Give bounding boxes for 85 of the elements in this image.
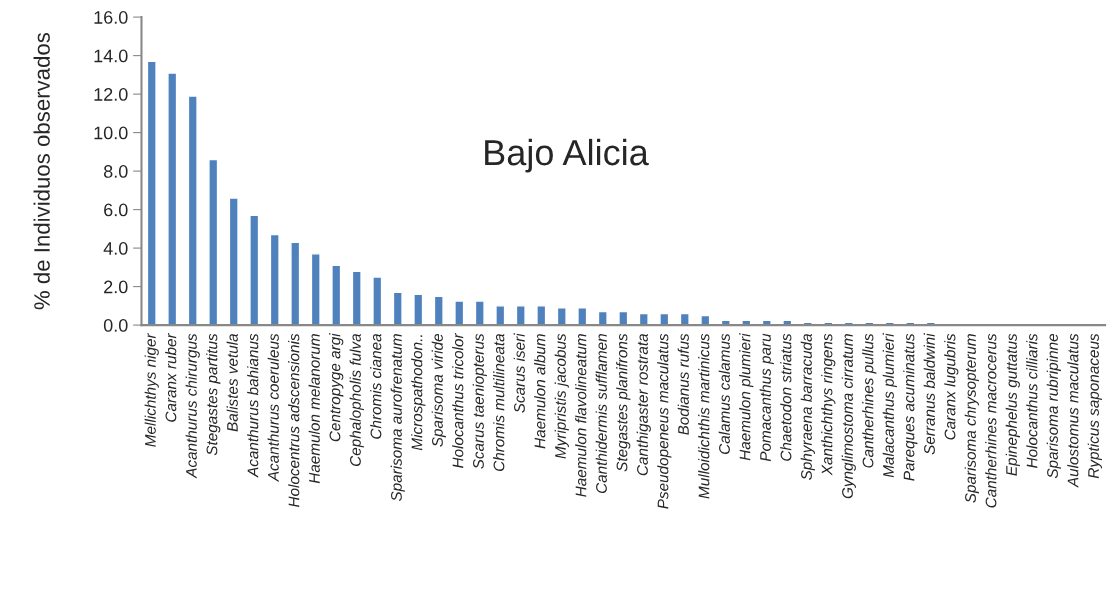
x-tick-label: Haemulon album: [534, 334, 546, 449]
bar: [536, 305, 547, 326]
x-tick-label: Caranx ruber: [165, 332, 177, 422]
bar: [249, 214, 260, 326]
x-tick-label: Xanthichthys ringens: [821, 333, 836, 476]
x-tick-label: Rypticus saponaceus: [1087, 333, 1102, 479]
x-tick-label: Myripristis jacobus: [554, 333, 569, 459]
x-tick-label: Malacanthus plumieri: [882, 333, 897, 478]
x-tick-label: Serranus baldwini: [923, 333, 935, 455]
x-tick-label: Cantherhines macrocerus: [985, 333, 997, 508]
x-tick-label: Holocentrus adscensionis: [288, 333, 300, 508]
x-tick-label: Haemulon flavolineatum: [575, 334, 587, 497]
bar: [638, 312, 649, 326]
x-tick-label: Stegastes partitus: [206, 333, 221, 456]
text: Bajo Alicia: [485, 138, 649, 173]
bar: [167, 72, 178, 326]
y-tick-label: 4.0: [103, 242, 128, 255]
x-tick-label: Cephalopholis fulva: [349, 333, 364, 466]
x-tick-label: Stegastes planifrons: [616, 333, 631, 472]
x-tick-label: Chromis multilineata: [493, 333, 505, 471]
x-tick-label: Epinephelus guttatus: [1005, 333, 1020, 476]
y-tick-label: 6.0: [104, 203, 128, 217]
x-tick-label: Haemulon plumieri: [739, 333, 754, 461]
x-tick-label: Balistes vetula: [226, 333, 238, 432]
x-tick-label: Chaetodon striatus: [780, 333, 792, 461]
y-tick-label: 10.0: [94, 126, 128, 140]
x-tick-label: Bodianus rufus: [677, 333, 689, 435]
x-tick-label: Canthigaster rostrata: [636, 333, 651, 476]
bar: [433, 295, 444, 326]
bar: [290, 241, 301, 326]
x-tick-label: Aulostomus maculatus: [1067, 333, 1079, 488]
x-tick-label: Scarus taeniopterus: [472, 333, 487, 469]
x-tick-label: Gynglimostoma cirratum: [841, 334, 856, 499]
bar: [413, 293, 424, 326]
bar: [392, 291, 403, 326]
x-tick-label: Canthidermis sufflamen: [595, 334, 607, 494]
bar: [187, 95, 198, 326]
bar: [597, 310, 608, 326]
x-tick-label: Chromis cianea: [370, 333, 382, 439]
bar: [679, 312, 690, 326]
x-tick-label: Calamus calamus: [718, 333, 730, 454]
x-tick-label: Sparisoma chrysopterum: [964, 334, 979, 503]
x-tick-label: Sparisoma rubripinne: [1046, 333, 1061, 479]
y-tick-label: 16.0: [94, 11, 128, 24]
x-tick-label: Acanthurus chirurgus: [185, 333, 200, 479]
x-tick-label: Centropyge argi: [329, 333, 344, 442]
x-tick-label: Holocanthus cilliaris: [1026, 333, 1038, 468]
bar: [310, 253, 321, 326]
x-tick-label: Holocanthus tricolor: [452, 332, 464, 468]
bar: [474, 300, 485, 326]
y-tick-label: 8.0: [103, 165, 128, 178]
bar: [146, 60, 157, 326]
bar: [556, 307, 567, 326]
y-tick-label: 2.0: [104, 280, 128, 294]
x-tick-label: Acanthurus coeruleus: [267, 333, 279, 482]
bar: [269, 233, 280, 326]
bar: [331, 264, 342, 326]
y-tick-label: 14.0: [94, 49, 128, 63]
y-tick-label: 0.0: [103, 319, 128, 332]
x-tick-label: Caranx lugubris: [944, 333, 959, 440]
bar: [515, 305, 526, 326]
bar: [618, 310, 629, 326]
x-tick-label: Sphyraena barracuda: [800, 333, 815, 480]
x-tick-label: Sparisoma viride: [431, 333, 446, 447]
x-tick-label: Acanthurus bahianus: [247, 333, 259, 478]
bar: [372, 276, 383, 326]
x-tick-label: Pseudopeneus maculatus: [657, 333, 672, 509]
bar: [577, 307, 588, 326]
x-tick-label: Haemulon melanorum: [308, 334, 320, 484]
bar: [228, 197, 239, 326]
bar: [659, 312, 670, 326]
x-tick-label: Scarus iseri: [513, 333, 525, 413]
bar: [351, 270, 362, 326]
x-tick-label: Mulloidichthis martinicus: [698, 333, 710, 499]
bar: [495, 305, 506, 326]
x-tick-label: Pomacanthus paru: [759, 333, 774, 462]
x-tick-label: Sparisoma aurofrenatum: [390, 334, 405, 502]
x-tick-label: Cantherhines pullus: [862, 333, 877, 468]
x-tick-label: Mellichthys niger: [144, 332, 159, 447]
y-tick-label: 12.0: [94, 88, 128, 101]
y-axis-title: % de Individuos observados: [33, 32, 50, 310]
bar: [208, 158, 219, 326]
x-tick-label: Pareques acuminatus: [903, 333, 918, 481]
bar: [454, 300, 465, 326]
x-tick-label: Microspathodon..: [411, 335, 426, 451]
